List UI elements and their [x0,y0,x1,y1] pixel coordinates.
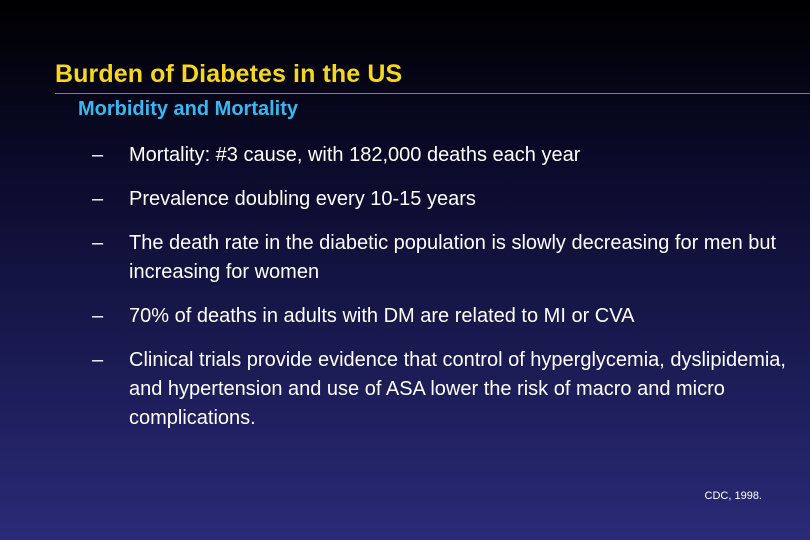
bullet-item: – Mortality: #3 cause, with 182,000 deat… [92,141,802,170]
bullet-list: – Mortality: #3 cause, with 182,000 deat… [92,141,802,448]
dash-bullet-icon: – [92,188,104,210]
dash-bullet-icon: – [92,305,104,327]
bullet-text: Mortality: #3 cause, with 182,000 deaths… [129,144,581,166]
bullet-item: – Clinical trials provide evidence that … [92,346,802,433]
title-divider [55,93,810,94]
dash-bullet-icon: – [92,232,104,254]
citation: CDC, 1998. [704,490,762,502]
slide-title: Burden of Diabetes in the US [55,60,403,88]
bullet-item: – Prevalence doubling every 10-15 years [92,185,802,214]
dash-bullet-icon: – [92,144,104,166]
slide-subtitle: Morbidity and Mortality [78,98,298,120]
bullet-item: – The death rate in the diabetic populat… [92,229,802,287]
bullet-text: 70% of deaths in adults with DM are rela… [129,305,635,327]
bullet-text: Clinical trials provide evidence that co… [129,349,786,429]
bullet-text: The death rate in the diabetic populatio… [129,232,777,283]
bullet-text: Prevalence doubling every 10-15 years [129,188,476,210]
bullet-item: – 70% of deaths in adults with DM are re… [92,302,802,331]
dash-bullet-icon: – [92,349,104,371]
